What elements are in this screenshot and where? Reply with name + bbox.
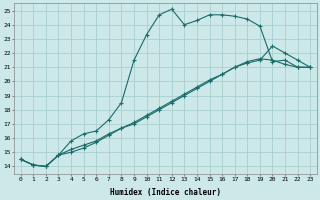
X-axis label: Humidex (Indice chaleur): Humidex (Indice chaleur) bbox=[110, 188, 221, 197]
